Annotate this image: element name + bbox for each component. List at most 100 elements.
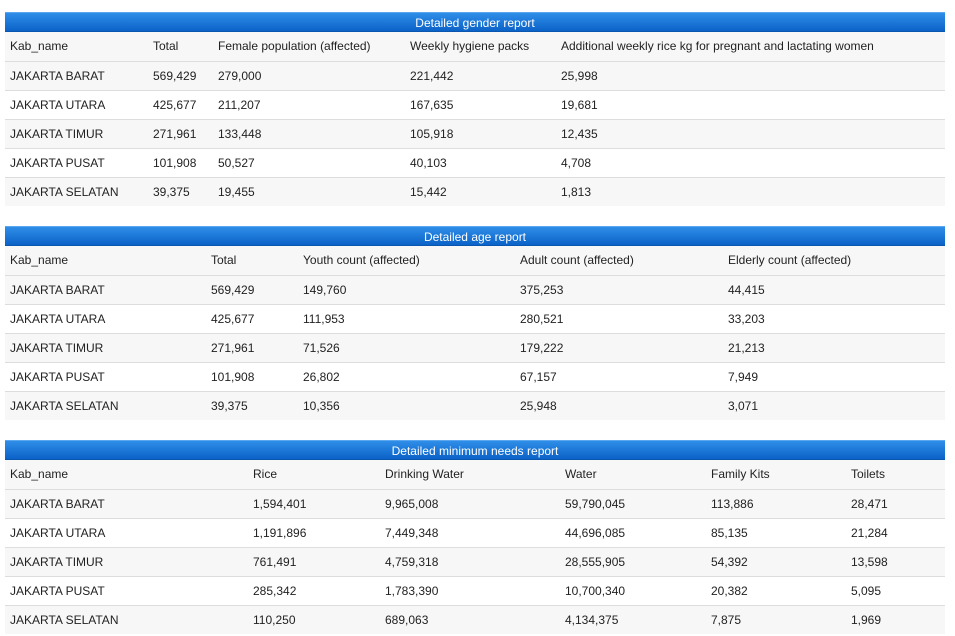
column-header: Family Kits bbox=[706, 460, 846, 490]
cell-water: 59,790,045 bbox=[560, 489, 706, 519]
cell-hygiene: 167,635 bbox=[405, 90, 556, 120]
column-header: Youth count (affected) bbox=[298, 246, 515, 276]
cell-adult: 67,157 bbox=[515, 362, 723, 392]
cell-total: 425,677 bbox=[206, 304, 298, 334]
cell-rice-extra: 25,998 bbox=[556, 61, 945, 91]
column-header: Elderly count (affected) bbox=[723, 246, 945, 276]
cell-female: 279,000 bbox=[213, 61, 405, 91]
cell-total: 101,908 bbox=[206, 362, 298, 392]
table-row: JAKARTA UTARA 425,677 211,207 167,635 19… bbox=[5, 90, 945, 120]
cell-rice: 110,250 bbox=[248, 605, 380, 634]
cell-total: 569,429 bbox=[148, 61, 213, 91]
cell-youth: 10,356 bbox=[298, 391, 515, 420]
cell-kab-name: JAKARTA UTARA bbox=[5, 518, 248, 548]
table-row: JAKARTA BARAT 569,429 149,760 375,253 44… bbox=[5, 275, 945, 305]
cell-water: 44,696,085 bbox=[560, 518, 706, 548]
column-header: Total bbox=[206, 246, 298, 276]
column-header: Kab_name bbox=[5, 32, 148, 62]
column-header: Kab_name bbox=[5, 246, 206, 276]
cell-youth: 26,802 bbox=[298, 362, 515, 392]
cell-hygiene: 15,442 bbox=[405, 177, 556, 206]
cell-family-kits: 85,135 bbox=[706, 518, 846, 548]
cell-kab-name: JAKARTA PUSAT bbox=[5, 148, 148, 178]
cell-kab-name: JAKARTA BARAT bbox=[5, 275, 206, 305]
cell-female: 19,455 bbox=[213, 177, 405, 206]
column-header: Water bbox=[560, 460, 706, 490]
gender-report: Detailed gender report Kab_name Total Fe… bbox=[5, 12, 945, 206]
table-row: JAKARTA BARAT 1,594,401 9,965,008 59,790… bbox=[5, 489, 945, 519]
cell-kab-name: JAKARTA UTARA bbox=[5, 304, 206, 334]
column-header: Toilets bbox=[846, 460, 945, 490]
cell-adult: 280,521 bbox=[515, 304, 723, 334]
cell-family-kits: 54,392 bbox=[706, 547, 846, 577]
column-header: Female population (affected) bbox=[213, 32, 405, 62]
cell-total: 569,429 bbox=[206, 275, 298, 305]
cell-rice-extra: 12,435 bbox=[556, 119, 945, 149]
cell-total: 425,677 bbox=[148, 90, 213, 120]
table-header-row: Kab_name Total Female population (affect… bbox=[5, 32, 945, 62]
column-header: Total bbox=[148, 32, 213, 62]
minimum-needs-report: Detailed minimum needs report Kab_name R… bbox=[5, 440, 945, 634]
cell-total: 39,375 bbox=[206, 391, 298, 420]
cell-adult: 179,222 bbox=[515, 333, 723, 363]
cell-water: 4,134,375 bbox=[560, 605, 706, 634]
cell-youth: 149,760 bbox=[298, 275, 515, 305]
cell-water: 10,700,340 bbox=[560, 576, 706, 606]
cell-female: 50,527 bbox=[213, 148, 405, 178]
table-row: JAKARTA PUSAT 101,908 26,802 67,157 7,94… bbox=[5, 362, 945, 392]
cell-toilets: 13,598 bbox=[846, 547, 945, 577]
cell-drinking-water: 7,449,348 bbox=[380, 518, 560, 548]
cell-youth: 111,953 bbox=[298, 304, 515, 334]
cell-kab-name: JAKARTA PUSAT bbox=[5, 362, 206, 392]
report-title: Detailed gender report bbox=[5, 12, 945, 32]
table-row: JAKARTA TIMUR 271,961 133,448 105,918 12… bbox=[5, 119, 945, 149]
cell-elderly: 21,213 bbox=[723, 333, 945, 363]
cell-kab-name: JAKARTA SELATAN bbox=[5, 177, 148, 206]
cell-youth: 71,526 bbox=[298, 333, 515, 363]
cell-rice-extra: 19,681 bbox=[556, 90, 945, 120]
column-header: Adult count (affected) bbox=[515, 246, 723, 276]
cell-female: 133,448 bbox=[213, 119, 405, 149]
cell-drinking-water: 4,759,318 bbox=[380, 547, 560, 577]
table-row: JAKARTA TIMUR 271,961 71,526 179,222 21,… bbox=[5, 333, 945, 363]
cell-drinking-water: 1,783,390 bbox=[380, 576, 560, 606]
cell-elderly: 7,949 bbox=[723, 362, 945, 392]
cell-rice: 761,491 bbox=[248, 547, 380, 577]
cell-family-kits: 20,382 bbox=[706, 576, 846, 606]
cell-water: 28,555,905 bbox=[560, 547, 706, 577]
cell-kab-name: JAKARTA BARAT bbox=[5, 61, 148, 91]
age-table: Kab_name Total Youth count (affected) Ad… bbox=[5, 246, 945, 420]
report-title: Detailed age report bbox=[5, 226, 945, 246]
cell-total: 39,375 bbox=[148, 177, 213, 206]
cell-elderly: 3,071 bbox=[723, 391, 945, 420]
cell-kab-name: JAKARTA TIMUR bbox=[5, 547, 248, 577]
cell-adult: 375,253 bbox=[515, 275, 723, 305]
table-header-row: Kab_name Rice Drinking Water Water Famil… bbox=[5, 460, 945, 490]
cell-family-kits: 113,886 bbox=[706, 489, 846, 519]
cell-family-kits: 7,875 bbox=[706, 605, 846, 634]
column-header: Drinking Water bbox=[380, 460, 560, 490]
cell-total: 271,961 bbox=[206, 333, 298, 363]
cell-kab-name: JAKARTA TIMUR bbox=[5, 119, 148, 149]
age-report: Detailed age report Kab_name Total Youth… bbox=[5, 226, 945, 420]
cell-kab-name: JAKARTA UTARA bbox=[5, 90, 148, 120]
gender-table: Kab_name Total Female population (affect… bbox=[5, 32, 945, 206]
table-row: JAKARTA SELATAN 110,250 689,063 4,134,37… bbox=[5, 605, 945, 634]
cell-elderly: 33,203 bbox=[723, 304, 945, 334]
column-header: Weekly hygiene packs bbox=[405, 32, 556, 62]
cell-kab-name: JAKARTA PUSAT bbox=[5, 576, 248, 606]
cell-female: 211,207 bbox=[213, 90, 405, 120]
cell-total: 101,908 bbox=[148, 148, 213, 178]
minimum-needs-table: Kab_name Rice Drinking Water Water Famil… bbox=[5, 460, 945, 634]
cell-toilets: 28,471 bbox=[846, 489, 945, 519]
cell-rice-extra: 1,813 bbox=[556, 177, 945, 206]
report-title: Detailed minimum needs report bbox=[5, 440, 945, 460]
cell-rice: 285,342 bbox=[248, 576, 380, 606]
cell-hygiene: 221,442 bbox=[405, 61, 556, 91]
column-header: Kab_name bbox=[5, 460, 248, 490]
table-row: JAKARTA PUSAT 101,908 50,527 40,103 4,70… bbox=[5, 148, 945, 178]
column-header: Rice bbox=[248, 460, 380, 490]
cell-rice: 1,191,896 bbox=[248, 518, 380, 548]
cell-drinking-water: 689,063 bbox=[380, 605, 560, 634]
cell-toilets: 5,095 bbox=[846, 576, 945, 606]
